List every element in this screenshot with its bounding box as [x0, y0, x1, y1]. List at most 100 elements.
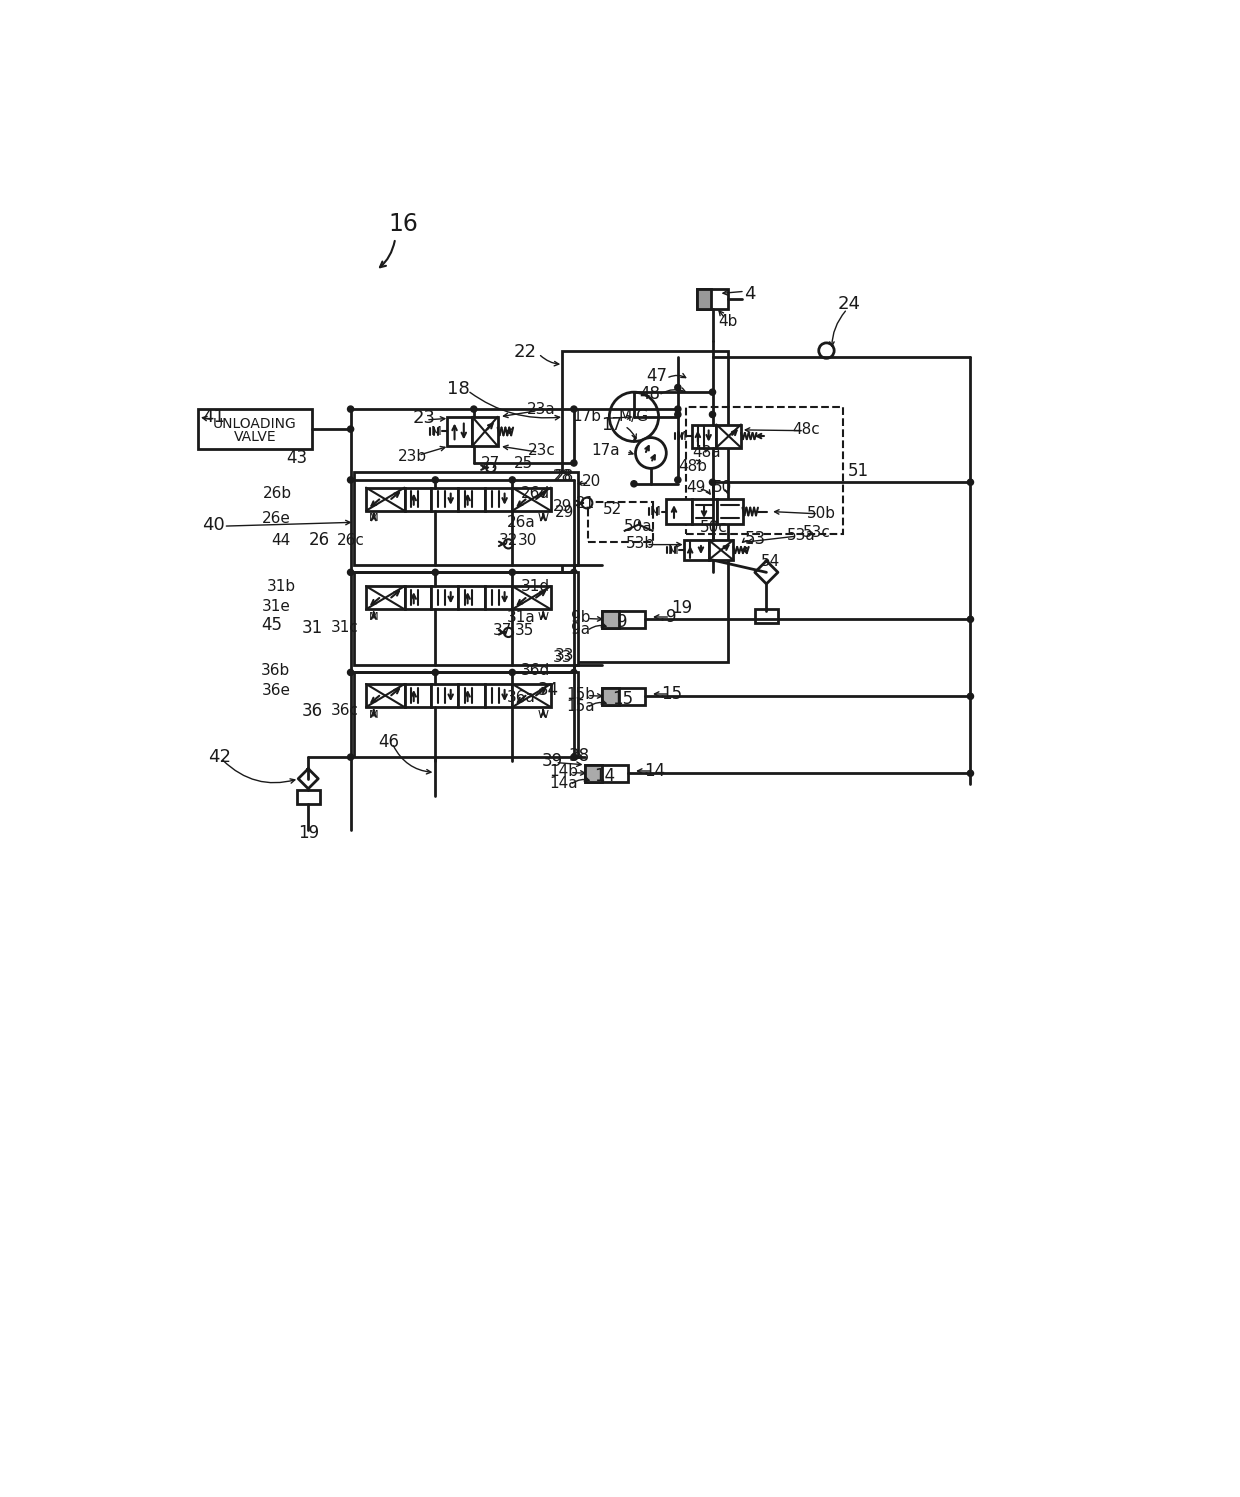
Circle shape: [433, 569, 439, 575]
Text: 35: 35: [515, 623, 534, 638]
Text: 48: 48: [639, 385, 660, 403]
Bar: [603, 687, 645, 705]
Circle shape: [347, 754, 353, 760]
Text: 31: 31: [301, 618, 322, 636]
Circle shape: [709, 479, 715, 485]
Circle shape: [503, 539, 513, 548]
Text: 23: 23: [412, 409, 435, 427]
Circle shape: [675, 406, 681, 412]
Bar: [485, 684, 512, 707]
Text: 47: 47: [646, 367, 667, 385]
Bar: [697, 289, 728, 308]
Circle shape: [818, 343, 835, 358]
Text: 50a: 50a: [624, 518, 653, 533]
Text: 19: 19: [298, 823, 319, 841]
Text: 15a: 15a: [567, 699, 595, 714]
Circle shape: [967, 479, 973, 485]
Text: 4: 4: [744, 284, 755, 302]
Circle shape: [570, 478, 577, 484]
Text: 26d: 26d: [521, 485, 551, 500]
Text: 14b: 14b: [549, 763, 578, 778]
Text: 32: 32: [498, 533, 518, 548]
Circle shape: [347, 427, 353, 433]
Text: 15: 15: [661, 686, 682, 704]
Bar: [355, 472, 578, 564]
Bar: [708, 540, 733, 560]
Bar: [512, 488, 551, 510]
Text: 15: 15: [611, 690, 632, 708]
Text: M/G: M/G: [619, 409, 649, 424]
Text: VALVE: VALVE: [234, 430, 277, 443]
Bar: [432, 488, 459, 510]
Text: 18: 18: [448, 380, 470, 398]
Text: 26e: 26e: [262, 510, 290, 525]
Text: 29: 29: [554, 504, 574, 519]
Text: 43: 43: [286, 449, 308, 467]
Bar: [432, 587, 459, 609]
Circle shape: [503, 627, 513, 638]
Circle shape: [347, 669, 353, 675]
Text: 33: 33: [553, 650, 573, 665]
Bar: [432, 684, 459, 707]
Circle shape: [570, 569, 577, 575]
Bar: [692, 499, 717, 524]
Circle shape: [347, 406, 353, 412]
Text: 36c: 36c: [330, 704, 358, 719]
Text: W: W: [538, 612, 548, 621]
Circle shape: [486, 463, 495, 472]
Circle shape: [433, 478, 439, 484]
Circle shape: [635, 437, 666, 469]
Text: 24: 24: [838, 295, 861, 313]
Text: 37: 37: [492, 623, 512, 638]
Bar: [755, 609, 777, 623]
Text: 51: 51: [848, 461, 869, 479]
Bar: [588, 501, 653, 542]
Text: 9: 9: [666, 608, 677, 626]
Bar: [485, 587, 512, 609]
Text: 36b: 36b: [262, 663, 290, 678]
Bar: [666, 499, 692, 524]
Bar: [684, 540, 708, 560]
Text: M: M: [368, 710, 378, 720]
Circle shape: [967, 617, 973, 623]
Circle shape: [570, 754, 577, 760]
Text: 14a: 14a: [549, 775, 578, 790]
Text: 50b: 50b: [807, 506, 836, 521]
Bar: [717, 425, 742, 448]
Text: 41: 41: [202, 407, 224, 425]
Text: M: M: [368, 612, 378, 621]
Text: M: M: [368, 513, 378, 524]
Text: 40: 40: [202, 515, 224, 533]
Text: 36e: 36e: [262, 683, 290, 698]
Text: 9b: 9b: [572, 609, 590, 624]
Circle shape: [709, 412, 715, 418]
Bar: [404, 587, 432, 609]
Circle shape: [675, 412, 681, 418]
Text: 23b: 23b: [398, 449, 427, 464]
Text: 31c: 31c: [331, 620, 358, 635]
Text: 14: 14: [645, 762, 666, 780]
Circle shape: [675, 385, 681, 391]
Text: 23c: 23c: [528, 443, 556, 458]
Text: 44: 44: [272, 533, 291, 548]
Text: 17b: 17b: [573, 409, 601, 424]
Text: 50c: 50c: [701, 519, 728, 536]
Circle shape: [510, 669, 516, 675]
Bar: [585, 765, 627, 781]
Text: 46: 46: [378, 732, 399, 750]
Text: 49: 49: [686, 481, 706, 496]
Bar: [603, 611, 645, 627]
Text: 27: 27: [481, 455, 501, 470]
Bar: [512, 684, 551, 707]
Text: 45: 45: [260, 615, 281, 633]
Text: M: M: [676, 430, 686, 443]
Circle shape: [709, 412, 715, 418]
Text: 38: 38: [569, 747, 590, 765]
Text: 9a: 9a: [572, 621, 590, 636]
Text: 36a: 36a: [507, 690, 536, 705]
Text: W: W: [538, 710, 548, 720]
Text: 53a: 53a: [786, 528, 816, 543]
Circle shape: [631, 481, 637, 487]
Bar: [485, 488, 512, 510]
Text: 26c: 26c: [337, 533, 365, 548]
